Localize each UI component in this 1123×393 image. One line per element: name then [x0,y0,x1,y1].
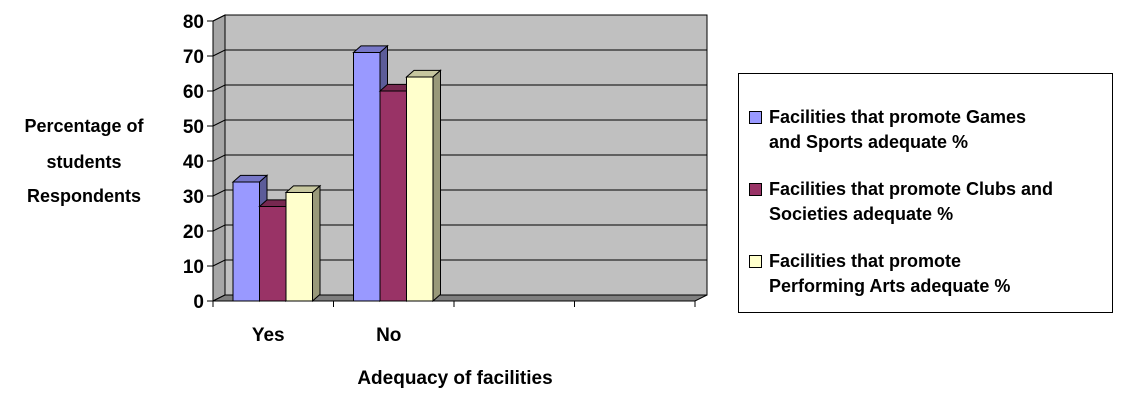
y-tick-label: 50 [183,117,204,138]
bar [353,52,381,302]
y-tick-label: 70 [183,47,204,68]
gridline [212,119,707,127]
gridline [212,84,707,92]
legend-label-line: Facilities that promote Clubs and [769,179,1054,199]
gridline [212,259,707,267]
legend-label-line: Facilities that promote [769,251,962,271]
bar-side [432,69,441,303]
gridline [212,189,707,197]
gridline [212,154,707,162]
y-axis-label-line-2: students [46,152,122,172]
x-axis-label: Adequacy of facilities [357,368,553,389]
y-axis-label-line-3: Respondents [26,186,141,206]
y-tick-label: 60 [183,82,204,103]
y-axis-label-line-1: Percentage of [24,116,144,136]
x-tick-label: Yes [252,325,285,346]
legend-label-line: and Sports adequate % [769,132,969,152]
bar [285,192,313,302]
legend-swatch-clubs-societies [749,183,762,196]
y-tick-label: 30 [183,187,204,208]
legend-label-line: Facilities that promote Games [769,107,1027,127]
bar [406,76,434,302]
legend-swatch-games-sports [749,111,762,124]
bar-side [312,184,321,303]
y-tick-label: 40 [183,152,204,173]
y-tick-label: 10 [183,257,204,278]
y-tick-label: 20 [183,222,204,243]
y-tick-label: 80 [183,12,204,33]
bar [232,181,260,302]
gridline [212,224,707,232]
legend-label-line: Societies adequate % [769,204,954,224]
y-tick-label: 0 [193,292,204,313]
gridline [212,49,707,57]
legend: Facilities that promote Games and Sports… [738,73,1113,313]
bar [259,206,287,302]
bar [379,90,407,302]
legend-swatch-performing-arts [749,255,762,268]
gridline [212,14,707,22]
x-tick-label: No [376,325,401,346]
legend-label-line: Performing Arts adequate % [769,276,1011,296]
